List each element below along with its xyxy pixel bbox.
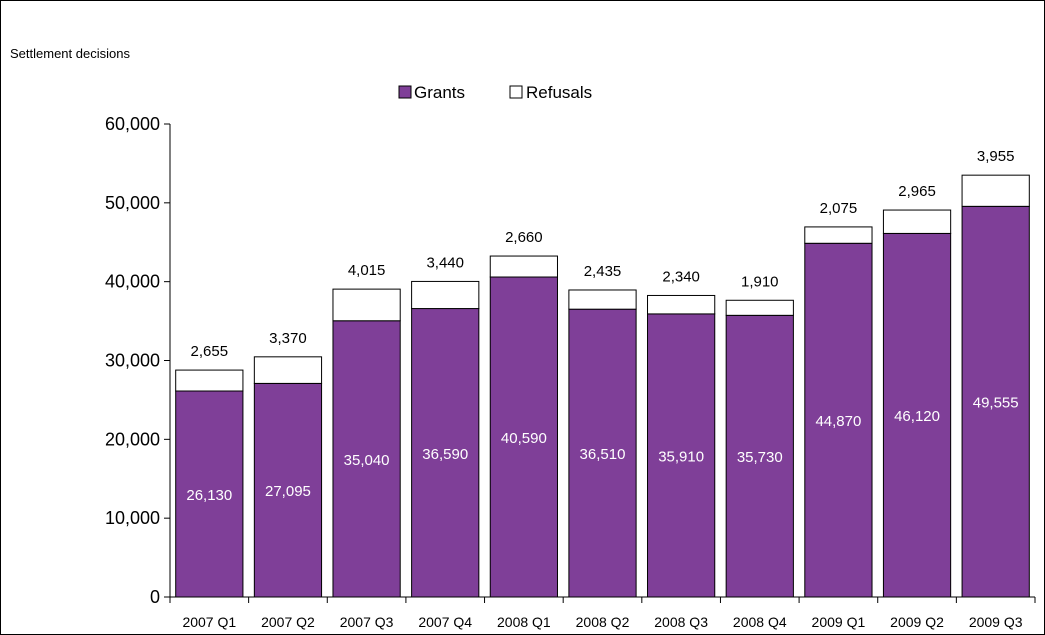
- x-tick-label: 2009 Q2: [890, 614, 944, 630]
- bar-grants: [411, 308, 480, 598]
- bar-grants: [175, 390, 244, 598]
- bar-refusals: [725, 299, 794, 316]
- bar-refusals: [804, 226, 873, 244]
- data-label-refusals: 2,660: [505, 229, 543, 246]
- bar-grants: [647, 313, 716, 598]
- legend-swatch-refusals: [509, 85, 523, 99]
- data-label-grants: 36,510: [580, 446, 626, 463]
- bar-grants: [568, 308, 637, 598]
- bar-refusals: [961, 174, 1030, 207]
- bar-refusals: [647, 294, 716, 315]
- x-tick-label: 2009 Q3: [969, 614, 1023, 630]
- bar-grants: [804, 242, 873, 598]
- y-axis-title: Settlement decisions: [10, 46, 130, 61]
- data-label-grants: 44,870: [815, 413, 861, 430]
- x-tick-label: 2007 Q2: [261, 614, 315, 630]
- data-label-grants: 35,730: [737, 449, 783, 466]
- y-tick-label: 50,000: [105, 193, 160, 213]
- x-tick-label: 2007 Q4: [418, 614, 472, 630]
- data-label-grants: 36,590: [422, 446, 468, 463]
- data-label-grants: 49,555: [973, 395, 1019, 412]
- x-tick-label: 2009 Q1: [812, 614, 866, 630]
- x-tick-label: 2008 Q1: [497, 614, 551, 630]
- data-label-grants: 46,120: [894, 408, 940, 425]
- y-tick-label: 30,000: [105, 351, 160, 371]
- bar-refusals: [882, 209, 952, 234]
- bar-grants: [882, 232, 952, 598]
- bar-grants: [725, 314, 794, 598]
- data-label-refusals: 3,440: [426, 254, 464, 271]
- data-label-grants: 40,590: [501, 430, 547, 447]
- x-tick-label: 2008 Q4: [733, 614, 787, 630]
- x-tick-label: 2007 Q3: [340, 614, 394, 630]
- data-label-refusals: 2,340: [662, 268, 700, 285]
- bar-refusals: [411, 280, 480, 310]
- y-tick-label: 60,000: [105, 114, 160, 134]
- bar-grants: [489, 276, 558, 598]
- y-tick-label: 40,000: [105, 272, 160, 292]
- bar-grants: [961, 205, 1030, 598]
- bar-refusals: [568, 289, 637, 310]
- y-tick-label: 0: [150, 587, 160, 607]
- legend-label-grants: Grants: [414, 83, 465, 102]
- legend-label-refusals: Refusals: [526, 83, 592, 102]
- data-label-grants: 26,130: [186, 487, 232, 504]
- data-label-refusals: 4,015: [348, 262, 386, 279]
- bars: 26,130 2,655 27,095 3,370 35,040 4,015 36,590 3…: [175, 148, 1030, 598]
- bar-refusals: [253, 356, 323, 384]
- data-label-refusals: 2,075: [820, 200, 858, 217]
- y-tick-label: 20,000: [105, 429, 160, 449]
- data-label-grants: 35,910: [658, 448, 704, 465]
- data-label-refusals: 1,910: [741, 273, 779, 290]
- x-tick-label: 2008 Q3: [654, 614, 708, 630]
- bar-refusals: [332, 288, 401, 322]
- data-label-refusals: 2,965: [898, 183, 936, 200]
- data-label-grants: 35,040: [344, 452, 390, 469]
- x-tick-label: 2007 Q1: [182, 614, 236, 630]
- x-tick-label: 2008 Q2: [576, 614, 630, 630]
- data-label-refusals: 3,370: [269, 330, 307, 347]
- y-axis: 0 10,000 20,000 30,000 40,000 50,000 60,000: [105, 114, 171, 607]
- y-tick-label: 10,000: [105, 508, 160, 528]
- bar-grants: [332, 320, 401, 598]
- bar-refusals: [489, 255, 558, 278]
- data-label-refusals: 2,655: [191, 343, 229, 360]
- legend-swatch-grants: [398, 85, 412, 99]
- bar-refusals: [175, 369, 244, 392]
- legend: Grants Refusals: [398, 83, 592, 102]
- data-label-refusals: 3,955: [977, 148, 1015, 165]
- data-label-refusals: 2,435: [584, 263, 622, 280]
- x-axis: 2007 Q1 2007 Q2 2007 Q3 2007 Q4 2008 Q1 2008 …: [169, 596, 1036, 630]
- data-label-grants: 27,095: [265, 483, 311, 500]
